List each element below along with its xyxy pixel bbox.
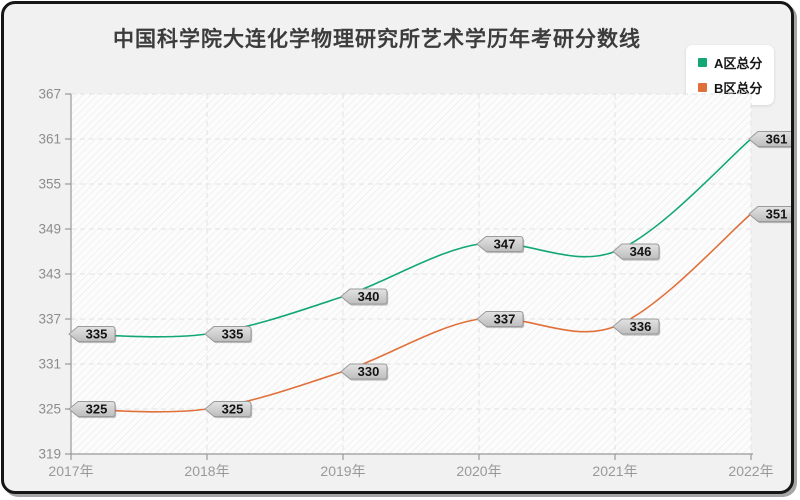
point-label-tag: 347 — [476, 236, 525, 254]
point-label-tag: 346 — [612, 243, 661, 261]
legend-label-a: A区总分 — [714, 56, 763, 71]
chart-canvas: 319 325 331 337 343 349 355 361 367 2017年 2018年 201… — [38, 87, 791, 479]
point-label-tag: 325 — [204, 401, 253, 419]
y-axis-label: 361 — [38, 132, 61, 147]
x-axis-label: 2017年 — [48, 463, 93, 479]
y-axis-label: 319 — [38, 447, 61, 462]
point-label-value: 335 — [86, 327, 108, 342]
x-axis-label: 2019年 — [320, 463, 365, 479]
point-label-tag: 337 — [476, 311, 525, 329]
point-label-value: 335 — [222, 327, 244, 342]
point-label-tag: 330 — [340, 363, 389, 381]
y-axis-label: 343 — [38, 267, 61, 282]
point-label-value: 330 — [358, 364, 380, 379]
line-chart: 319 325 331 337 343 349 355 361 367 2017年 2018年 201… — [4, 4, 791, 491]
point-label-bg — [612, 243, 660, 260]
point-label-bg — [68, 401, 116, 417]
point-label-bg — [340, 288, 388, 305]
point-label-value: 325 — [86, 402, 108, 417]
legend-label-b: B区总分 — [714, 81, 763, 96]
point-label-value: 337 — [494, 312, 516, 327]
point-label-bg — [68, 326, 116, 342]
y-axis-label: 331 — [38, 357, 61, 372]
x-axis-label: 2018年 — [184, 463, 229, 479]
point-label-value: 340 — [358, 289, 380, 304]
point-label-bg — [612, 318, 660, 335]
point-label-bg — [476, 236, 524, 252]
point-label-value: 336 — [630, 319, 652, 334]
point-label-bg — [204, 326, 252, 342]
point-label-bg — [748, 206, 791, 222]
y-axis-label: 325 — [38, 402, 61, 417]
point-label-tag: 335 — [204, 326, 253, 344]
point-label-bg — [204, 401, 252, 417]
point-label-value: 351 — [766, 207, 788, 222]
legend-marker-b-icon — [698, 83, 707, 92]
legend-marker-a-icon — [698, 58, 707, 67]
point-label-value: 361 — [766, 132, 788, 147]
point-label-tag: 335 — [68, 326, 117, 344]
point-label-value: 347 — [494, 237, 516, 252]
point-label-tag: 325 — [68, 401, 117, 419]
x-axis-label: 2021年 — [592, 463, 637, 479]
y-axis-label: 355 — [38, 177, 61, 192]
y-axis-label: 337 — [38, 312, 61, 327]
plot-background — [71, 94, 751, 454]
point-label-bg — [748, 131, 791, 147]
x-axis-label: 2020年 — [456, 463, 501, 479]
y-axis-label: 367 — [38, 87, 61, 102]
series-line-b — [70, 213, 752, 413]
chart-title: 中国科学院大连化学物理研究所艺术学历年考研分数线 — [113, 28, 641, 51]
point-label-value: 325 — [222, 402, 244, 417]
point-label-tag: 340 — [340, 288, 389, 306]
legend-item-b[interactable]: B区总分 — [698, 78, 762, 97]
chart-card: 中国科学院大连化学物理研究所艺术学历年考研分数线 A区总分 B区总分 319 32… — [1, 1, 794, 494]
x-axis-label: 2022年 — [728, 463, 773, 479]
point-label-bg — [476, 311, 524, 327]
point-label-value: 346 — [630, 244, 652, 259]
point-label-tag: 361 — [748, 131, 791, 149]
point-label-tag: 336 — [612, 318, 661, 336]
series-line-a — [70, 138, 752, 338]
y-axis-label: 349 — [38, 222, 61, 237]
point-label-bg — [340, 363, 388, 380]
legend-item-a[interactable]: A区总分 — [698, 53, 762, 72]
point-label-tag: 351 — [748, 206, 791, 224]
